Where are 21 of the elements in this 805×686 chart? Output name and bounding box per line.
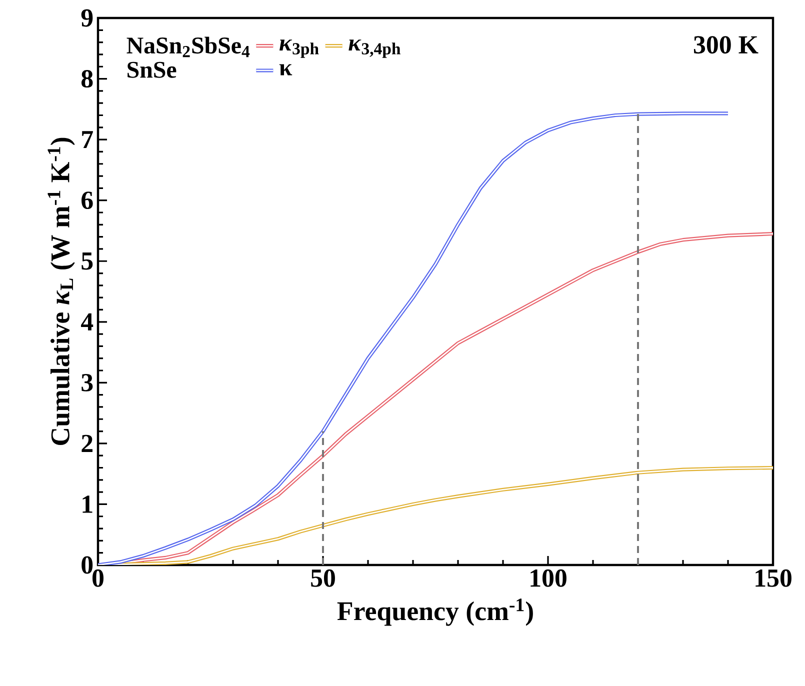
y-tick-label: 5 (82, 252, 93, 270)
x-tick-label: 100 (530, 569, 566, 587)
x-tick-label: 150 (756, 569, 792, 587)
y-axis-title: Cumulative κ$_{L}$ (W m$^{-1}$ K$^{-1}$) (48, 138, 75, 446)
x-tick-label: 50 (311, 569, 335, 587)
legend-label: κ (279, 64, 292, 76)
legend-label: κ$_{3ph}$ (279, 40, 319, 58)
legend-label: κ$_{3,4ph}$ (348, 40, 400, 58)
annotation: NaSn$_{2}$SbSe$_{4}$ (126, 36, 250, 58)
annotation: 300 K (694, 36, 758, 54)
y-tick-label: 4 (80, 313, 94, 330)
x-axis-title: Frequency (cm$^{-1}$) (337, 598, 533, 626)
y-tick-label: 8 (81, 70, 93, 88)
y-tick-label: 0 (82, 556, 93, 574)
y-tick-label: 9 (81, 9, 93, 27)
y-tick-label: 2 (82, 434, 92, 452)
y-tick-label: 6 (82, 192, 93, 210)
y-tick-label: 3 (82, 374, 93, 392)
y-tick-label: 7 (82, 131, 93, 148)
y-tick-label: 1 (82, 496, 92, 513)
annotation: SnSe (128, 62, 176, 78)
